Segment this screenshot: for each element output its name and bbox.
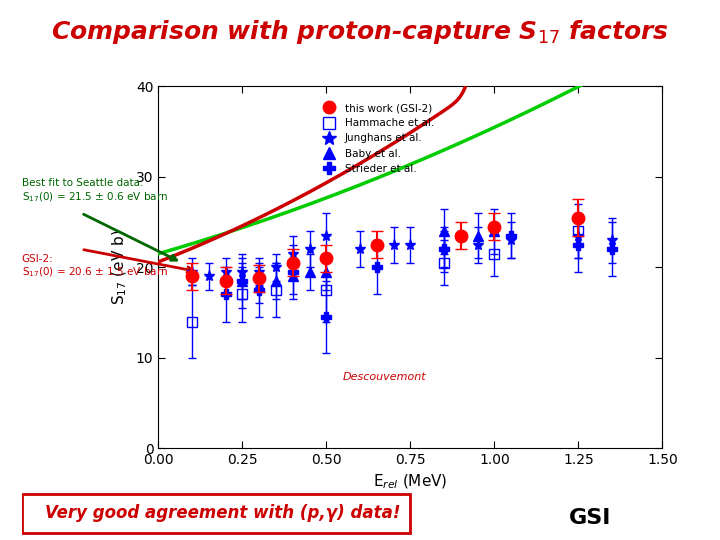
FancyBboxPatch shape	[22, 494, 410, 534]
X-axis label: E$_{rel}$ (MeV): E$_{rel}$ (MeV)	[373, 472, 448, 491]
Y-axis label: S$_{17}$ (eV b): S$_{17}$ (eV b)	[111, 230, 129, 305]
Legend: this work (GSI-2), Hammache et al., Junghans et al., Baby et al., Strieder et al: this work (GSI-2), Hammache et al., Jung…	[315, 99, 438, 178]
Text: Descouvemont: Descouvemont	[343, 373, 427, 382]
Text: GSI-2:
S$_{17}$(0) = 20.6 ± 1.5 eV barn: GSI-2: S$_{17}$(0) = 20.6 ± 1.5 eV barn	[22, 254, 168, 279]
Text: GSI: GSI	[570, 508, 611, 529]
Text: Very good agreement with (p,γ) data!: Very good agreement with (p,γ) data!	[45, 504, 401, 522]
Text: Comparison with proton-capture S$_{17}$ factors: Comparison with proton-capture S$_{17}$ …	[51, 18, 669, 46]
Text: Best fit to Seattle data:
S$_{17}$(0) = 21.5 ± 0.6 eV barn: Best fit to Seattle data: S$_{17}$(0) = …	[22, 178, 168, 204]
